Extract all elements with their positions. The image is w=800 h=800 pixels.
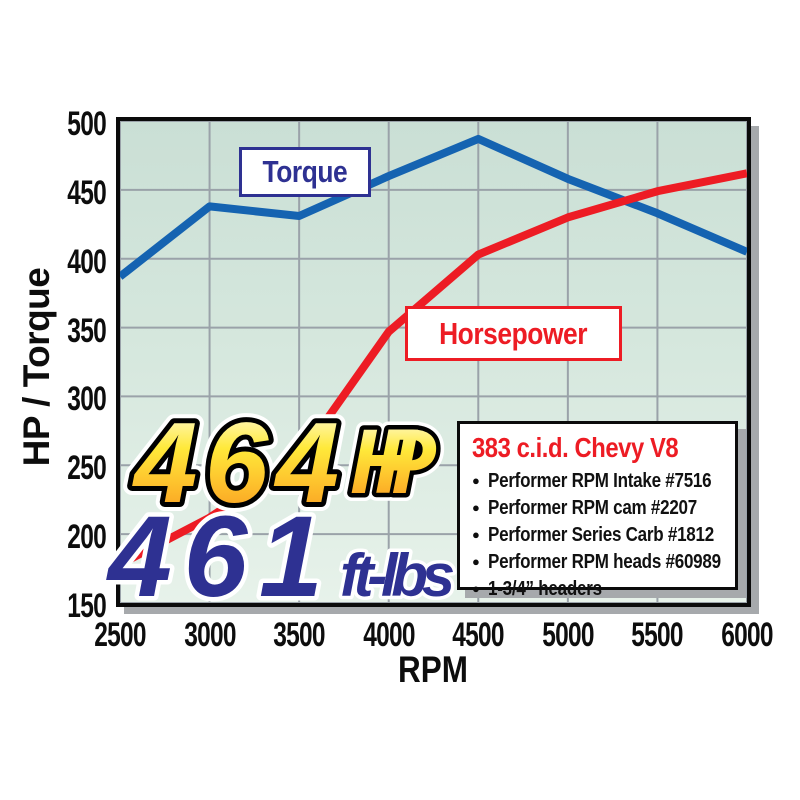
svg-text:ft-lbs: ft-lbs xyxy=(340,542,455,606)
torque-series-label-text: Torque xyxy=(262,154,348,189)
y-tick-label: 150 xyxy=(67,587,106,625)
svg-text:ft-lbs: ft-lbs xyxy=(340,542,455,606)
y-tick-label: 300 xyxy=(67,380,106,419)
torque-line xyxy=(120,134,747,280)
svg-text:HP: HP xyxy=(350,411,437,513)
y-tick-label: 450 xyxy=(67,173,106,212)
x-tick-label: 2500 xyxy=(94,616,146,654)
bullet-icon: ● xyxy=(472,581,480,596)
list-item: ● Performer RPM heads #60989 xyxy=(472,549,721,573)
bullet-icon: ● xyxy=(472,500,480,515)
engine-info-box: 383 c.i.d. Chevy V8 ● Performer RPM Intak… xyxy=(457,421,738,600)
y-tick-label: 400 xyxy=(67,242,106,281)
horsepower-line xyxy=(120,169,747,568)
x-tick-label: 3500 xyxy=(273,616,325,654)
svg-text:461: 461 xyxy=(106,494,323,606)
x-tick-label: 4000 xyxy=(362,616,415,654)
peak-hp-unit-glyphs: HP HP HP xyxy=(342,403,445,521)
peak-hp-headline: 464 464 464 HP HP HP xyxy=(123,403,445,521)
bullet-icon: ● xyxy=(472,527,480,542)
x-tick-label: 6000 xyxy=(721,616,773,654)
list-item: ● Performer RPM Intake #7516 xyxy=(472,468,712,492)
svg-text:464: 464 xyxy=(132,403,339,521)
bullet-icon: ● xyxy=(472,554,480,569)
x-tick-label: 5500 xyxy=(631,616,684,654)
svg-text:HP: HP xyxy=(350,411,437,513)
y-axis-title: HP / Torque xyxy=(16,267,57,467)
y-tick-label: 200 xyxy=(67,518,106,557)
svg-text:464: 464 xyxy=(132,403,339,521)
horsepower-series-label-text: Horsepower xyxy=(439,315,588,351)
list-item: ● Performer Series Carb #1812 xyxy=(472,522,714,546)
bullet-icon: ● xyxy=(472,473,480,488)
x-tick-label: 3000 xyxy=(183,616,236,654)
peak-torque-unit-glyphs: ft-lbs ft-lbs xyxy=(337,539,459,607)
torque-series-label: Torque xyxy=(239,147,371,197)
x-axis-title: RPM xyxy=(398,649,468,690)
engine-parts-list: ● Performer RPM Intake #7516 ● Performer R… xyxy=(472,467,735,602)
y-tick-label: 500 xyxy=(67,105,106,143)
horsepower-series-label: Horsepower xyxy=(405,306,622,361)
peak-hp-value-glyphs: 464 464 464 xyxy=(123,403,348,521)
x-tick-label: 5000 xyxy=(542,616,594,654)
y-tick-label: 350 xyxy=(67,311,106,350)
x-tick-label: 4500 xyxy=(452,616,505,654)
svg-text:461: 461 xyxy=(106,494,323,606)
peak-torque-value-glyphs: 461 461 xyxy=(102,494,328,606)
list-item: ● 1-3/4” headers xyxy=(472,576,602,600)
engine-title: 383 c.i.d. Chevy V8 xyxy=(472,432,679,463)
svg-text:464: 464 xyxy=(132,403,339,521)
y-tick-label: 250 xyxy=(67,449,106,488)
peak-torque-headline: 461 461 ft-lbs ft-lbs xyxy=(102,494,459,607)
svg-text:HP: HP xyxy=(350,411,437,513)
list-item: ● Performer RPM cam #2207 xyxy=(472,495,697,519)
